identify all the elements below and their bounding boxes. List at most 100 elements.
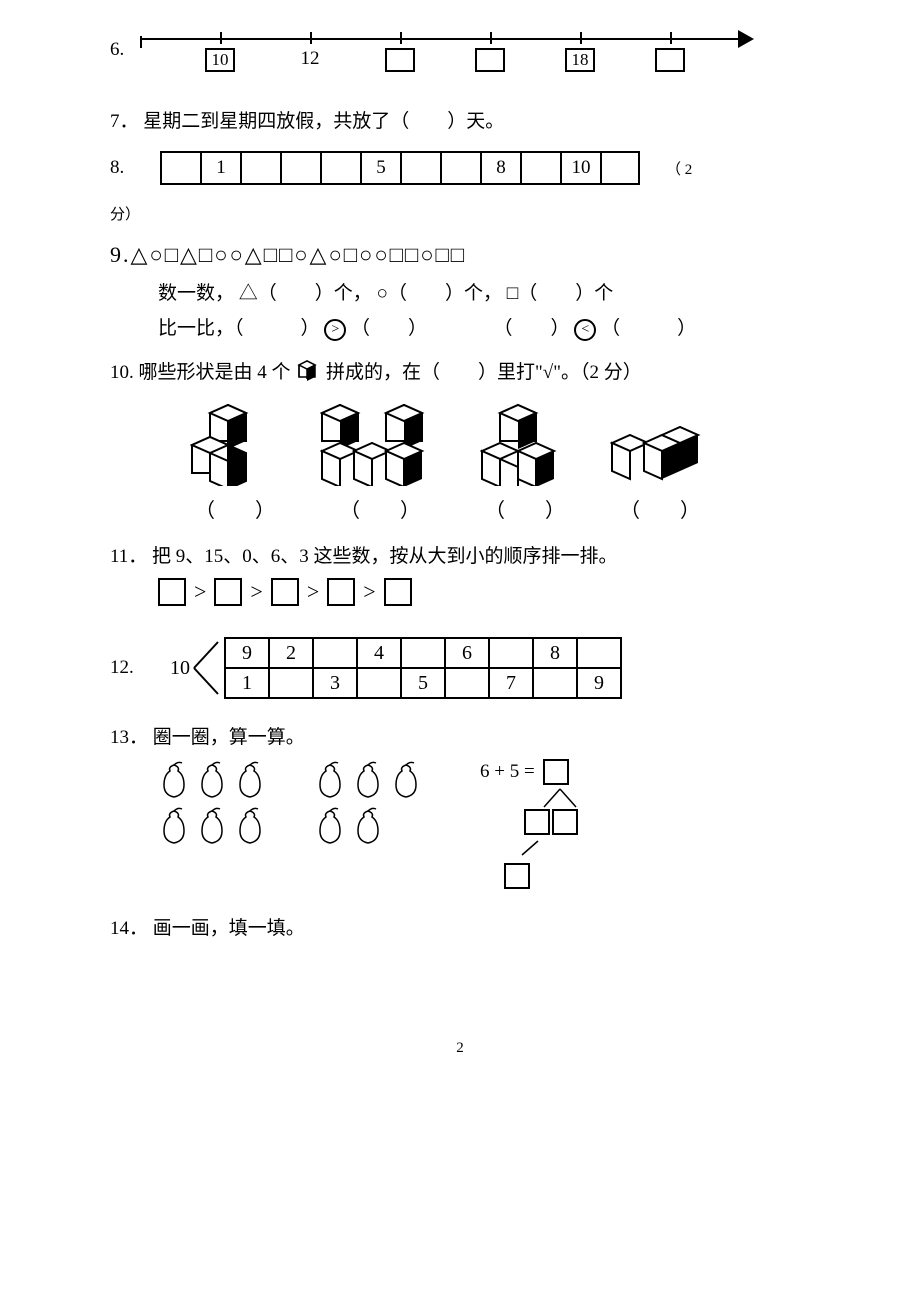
nl-tick — [220, 32, 222, 44]
answer-box[interactable] — [214, 578, 242, 606]
q8-cell[interactable] — [280, 151, 320, 185]
nl-box[interactable] — [475, 48, 505, 72]
q13-body: 6 + 5 = — [158, 759, 810, 895]
q8-cell[interactable] — [600, 151, 640, 185]
q9-square-count: □（ ）个 — [507, 283, 613, 304]
answer-box[interactable] — [552, 809, 578, 835]
q11-num: 11． — [110, 546, 147, 567]
cube-group-4: （ ） — [610, 401, 710, 523]
q14-row: 14． 画一画，填一填。 — [110, 913, 810, 940]
q11-row: 11． 把 9、15、0、6、3 这些数，按从大到小的顺序排一排。 — [110, 541, 810, 568]
cubes-shape-3 — [480, 401, 570, 486]
q8-points-cont: 分） — [110, 203, 810, 224]
nl-tick — [310, 32, 312, 44]
q7-row: 7． 星期二到星期四放假，共放了（ ）天。 — [110, 106, 810, 133]
q9-cmp-a: 比一比，（ ） — [158, 318, 320, 339]
nl-tick — [670, 32, 672, 44]
q8-grid: 15810 — [160, 151, 640, 185]
pear-icon — [234, 759, 266, 799]
pear-group-1 — [158, 759, 288, 845]
q12-ten: 10 — [170, 657, 190, 680]
q12-cell: 9 — [577, 668, 621, 698]
q12-num: 12. — [110, 657, 140, 679]
paren-2: （ ） — [340, 494, 420, 523]
circled-lt-icon: < — [574, 319, 596, 341]
answer-box[interactable] — [504, 863, 530, 889]
q12-cell[interactable] — [445, 668, 489, 698]
q9-row: 9. △○□△□○○△□□○△○□○○□□○□□ — [110, 242, 810, 268]
q8-row: 8. 15810 （ 2 — [110, 151, 810, 185]
answer-box[interactable] — [271, 578, 299, 606]
gt-sign: > — [363, 579, 375, 605]
q13-num: 13． — [110, 727, 148, 748]
nl-label: 12 — [301, 48, 320, 70]
gt-sign: > — [307, 579, 319, 605]
q9-compare: 比一比，（ ） > （ ） （ ） < （ ） — [158, 313, 810, 341]
q10-num: 10. — [110, 362, 134, 383]
q12-cell[interactable] — [577, 638, 621, 668]
answer-box[interactable] — [158, 578, 186, 606]
pear-group-2 — [314, 759, 454, 845]
q8-cell: 10 — [560, 151, 600, 185]
equation: 6 + 5 = — [480, 759, 580, 785]
q12-row: 12. 10 92468 13579 — [110, 636, 810, 700]
q10-options: （ ） — [190, 401, 810, 523]
q8-cell[interactable] — [240, 151, 280, 185]
q8-points: （ 2 — [666, 158, 692, 179]
q7-text: 星期二到星期四放假，共放了（ ）天。 — [143, 111, 504, 132]
q12-cell[interactable] — [269, 668, 313, 698]
q12-cell[interactable] — [357, 668, 401, 698]
gt-sign: > — [194, 579, 206, 605]
pear-icon — [352, 759, 384, 799]
q11-answer: > > > > — [158, 578, 810, 606]
q8-cell[interactable] — [400, 151, 440, 185]
q9-triangle-count: △（ ）个， — [239, 283, 372, 304]
number-line: 101218 — [140, 30, 760, 70]
answer-box[interactable] — [384, 578, 412, 606]
q6-row: 6. 101218 — [110, 30, 810, 70]
pear-icon — [158, 759, 190, 799]
paren-4: （ ） — [620, 494, 700, 523]
q12-cell[interactable] — [533, 668, 577, 698]
q12-cell[interactable] — [401, 638, 445, 668]
pear-icon — [158, 805, 190, 845]
q14-text: 画一画，填一填。 — [153, 918, 305, 939]
q12-grid: 92468 13579 — [224, 637, 622, 699]
answer-box[interactable] — [524, 809, 550, 835]
q6-num: 6. — [110, 39, 140, 61]
q10-text-b: 拼成的，在（ ）里打"√"。（2 分） — [326, 362, 642, 383]
nl-box: 10 — [205, 48, 235, 72]
pear-icon — [390, 759, 422, 799]
paren-1: （ ） — [195, 494, 275, 523]
nl-box[interactable] — [655, 48, 685, 72]
cubes-shape-2 — [320, 401, 440, 486]
answer-box[interactable] — [327, 578, 355, 606]
q8-cell[interactable] — [520, 151, 560, 185]
q12-cell: 2 — [269, 638, 313, 668]
nl-box[interactable] — [385, 48, 415, 72]
q12-cell[interactable] — [313, 638, 357, 668]
q12-cell: 9 — [225, 638, 269, 668]
paren-3: （ ） — [485, 494, 565, 523]
cubes-shape-1 — [190, 401, 280, 486]
pear-icon — [352, 805, 384, 845]
q9-cmp-b: （ ） — [351, 318, 427, 339]
branch-line — [512, 839, 580, 863]
nl-tick — [490, 32, 492, 44]
q9-gap — [432, 318, 489, 339]
q13-row: 13． 圈一圈，算一算。 — [110, 722, 810, 749]
pear-icon — [314, 805, 346, 845]
q8-cell[interactable] — [440, 151, 480, 185]
q12-cell: 5 — [401, 668, 445, 698]
q8-cell: 1 — [200, 151, 240, 185]
answer-box[interactable] — [543, 759, 569, 785]
q14-num: 14． — [110, 918, 148, 939]
q13-calc: 6 + 5 = — [480, 759, 580, 895]
q12-cell[interactable] — [489, 638, 533, 668]
q8-cell[interactable] — [160, 151, 200, 185]
q12-cell: 6 — [445, 638, 489, 668]
q8-cell[interactable] — [320, 151, 360, 185]
q12-cell: 4 — [357, 638, 401, 668]
pear-icon — [196, 805, 228, 845]
q12-cell: 7 — [489, 668, 533, 698]
